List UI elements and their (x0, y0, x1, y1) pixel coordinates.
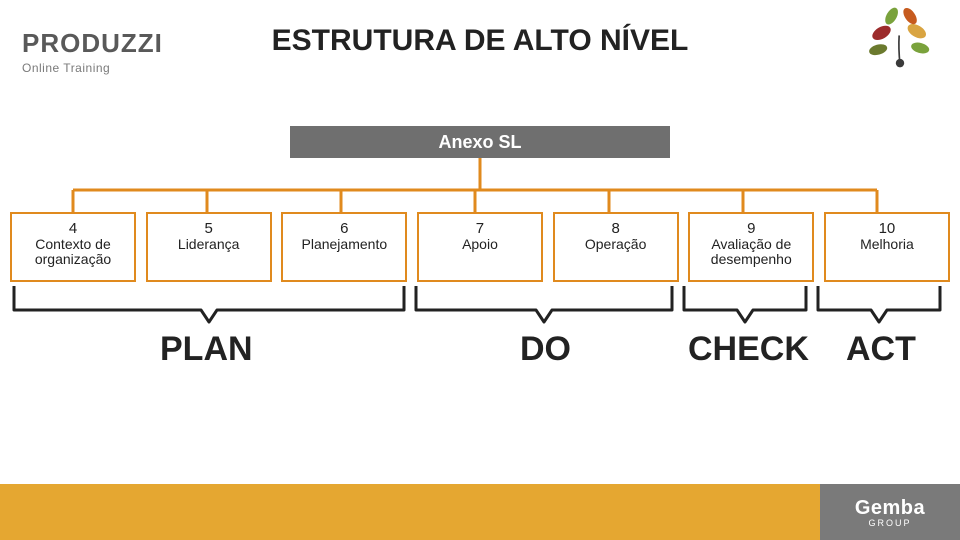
leaf-number: 5 (204, 220, 212, 237)
leaf-row: 4Contexto de organização5Liderança6Plane… (10, 212, 950, 282)
leaf-number: 10 (879, 220, 896, 237)
leaf-node: 4Contexto de organização (10, 212, 136, 282)
footer-bar (0, 484, 960, 540)
leaf-number: 9 (747, 220, 755, 237)
leaf-label: Planejamento (302, 237, 388, 252)
footer-brand-sub: GROUP (868, 518, 911, 528)
leaf-number: 7 (476, 220, 484, 237)
leaf-node: 7Apoio (417, 212, 543, 282)
leaf-node: 9Avaliação de desempenho (688, 212, 814, 282)
title-line1: ESTRUTURA DE ALTO NÍVEL (272, 24, 689, 57)
pdca-label: CHECK (688, 330, 809, 369)
page-title: ESTRUTURA DE ALTO NÍVEL (0, 24, 960, 57)
leaf-number: 6 (340, 220, 348, 237)
leaf-label: Operação (585, 237, 646, 252)
pdca-label: ACT (846, 330, 916, 369)
leaf-number: 8 (611, 220, 619, 237)
leaf-number: 4 (69, 220, 77, 237)
pdca-label: DO (520, 330, 571, 369)
pdca-label: PLAN (160, 330, 253, 369)
leaf-logo-icon (858, 6, 942, 90)
leaf-node: 6Planejamento (281, 212, 407, 282)
brand-subtitle: Online Training (22, 61, 163, 75)
leaf-node: 8Operação (553, 212, 679, 282)
leaf-label: Contexto de organização (16, 237, 130, 268)
pdca-row: PLAN DO CHECK ACT (0, 330, 960, 380)
root-label: Anexo SL (438, 132, 521, 153)
footer-right-badge: Gemba GROUP (820, 484, 960, 540)
leaf-node: 5Liderança (146, 212, 272, 282)
leaf-node: 10Melhoria (824, 212, 950, 282)
leaf-label: Avaliação de desempenho (694, 237, 808, 268)
leaf-label: Liderança (178, 237, 240, 252)
leaf-label: Melhoria (860, 237, 914, 252)
leaf-label: Apoio (462, 237, 498, 252)
footer-brand: Gemba (855, 497, 925, 520)
slide: PRODUZZI Online Training ESTRUTURA DE AL… (0, 0, 960, 540)
root-node: Anexo SL (290, 126, 670, 158)
